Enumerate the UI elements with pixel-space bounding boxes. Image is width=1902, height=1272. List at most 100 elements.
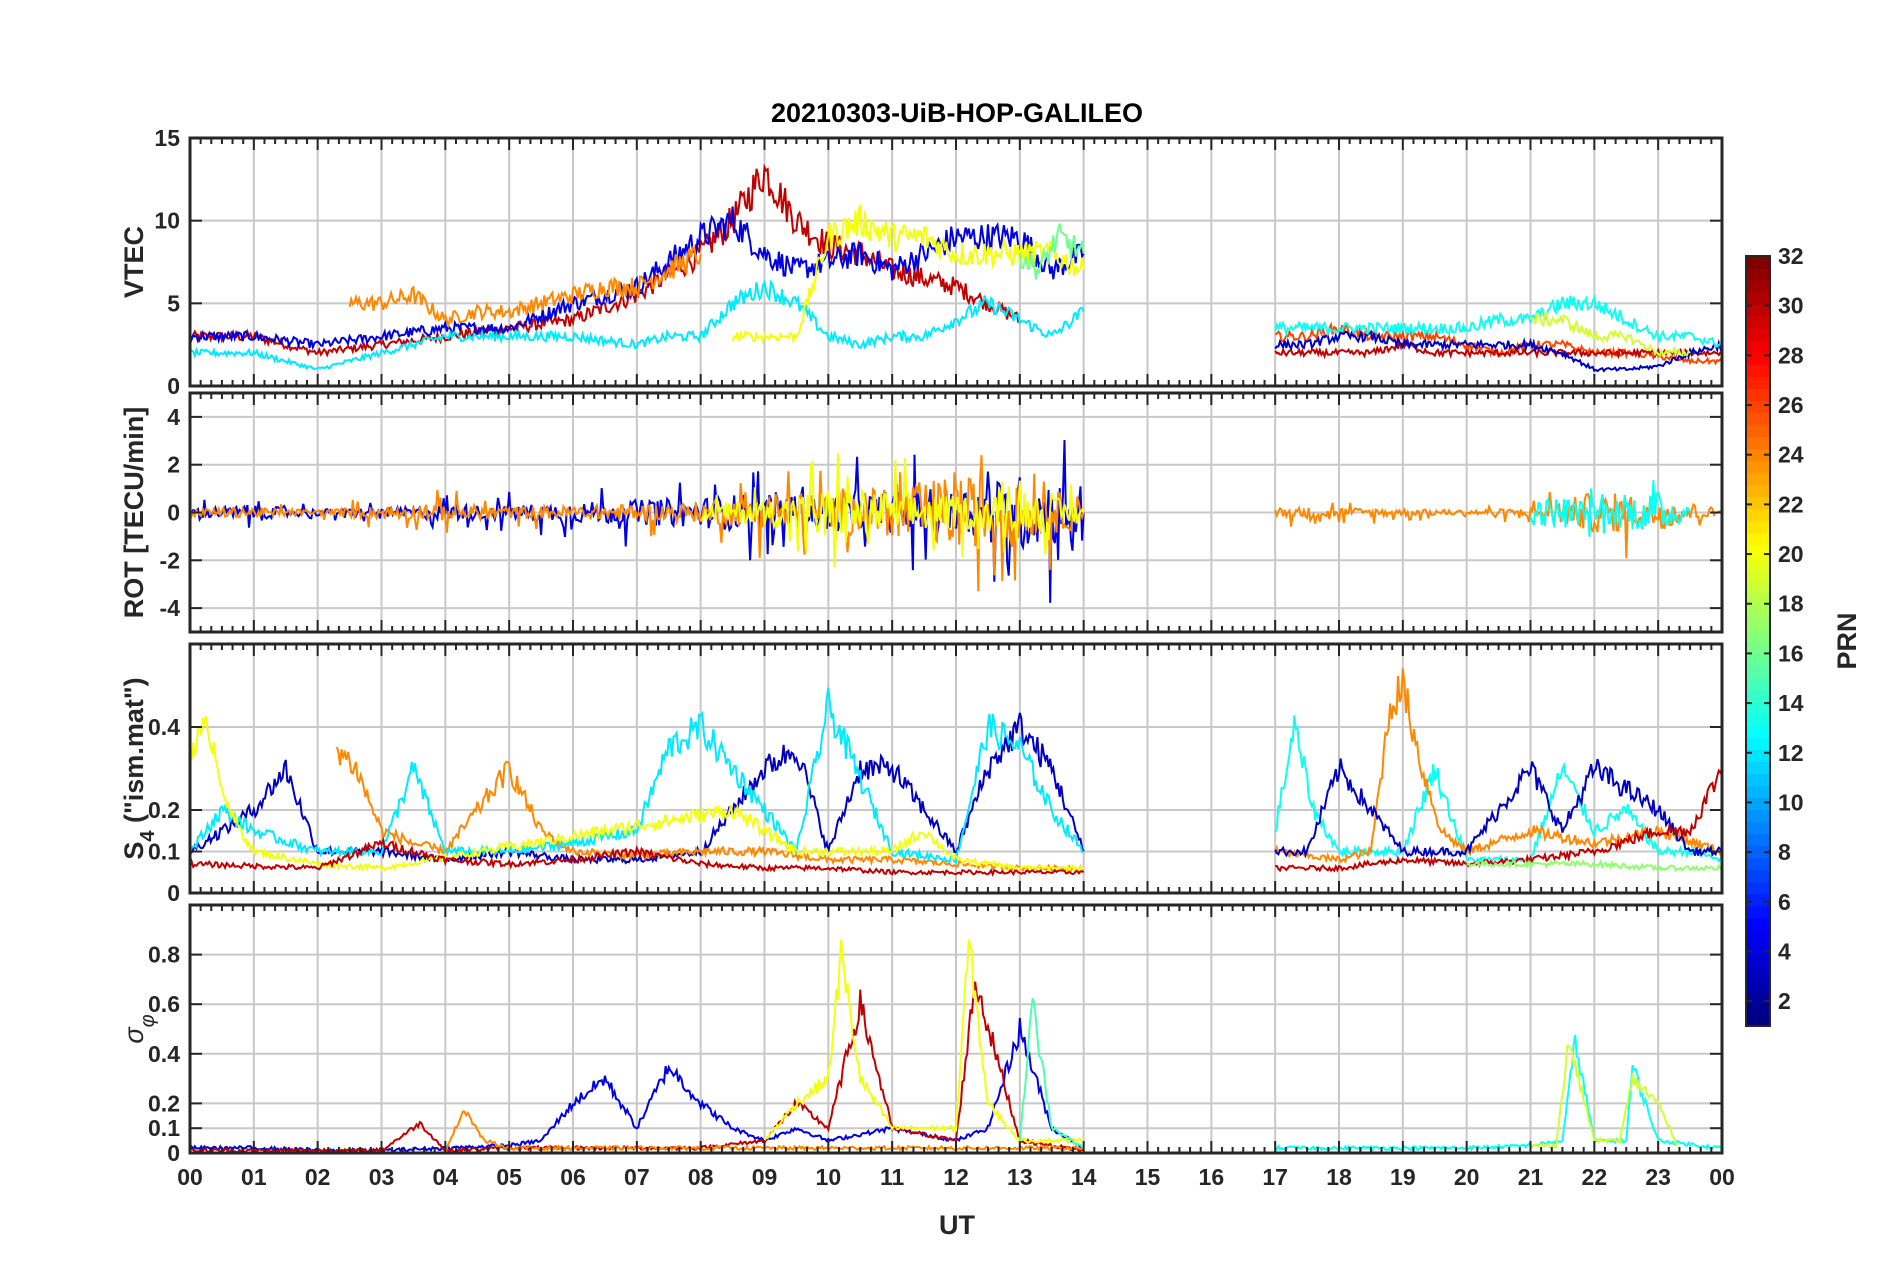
series-line-prn-12 — [190, 687, 1085, 865]
y-axis-label-sub: φ — [137, 1014, 159, 1027]
series-line-prn-15 — [1018, 997, 1085, 1149]
colorbar-segment — [1746, 653, 1770, 666]
x-tick-label: 14 — [1071, 1164, 1097, 1190]
series-line-prn-13 — [1274, 293, 1722, 348]
x-tick-label: 12 — [943, 1164, 969, 1190]
series-line-prn-20 — [763, 939, 1084, 1146]
colorbar-segment — [1746, 953, 1770, 967]
y-axis-label-rest: ("ism.mat") — [119, 677, 149, 830]
colorbar-segment — [1746, 1013, 1770, 1027]
colorbar-segment — [1746, 532, 1770, 546]
panel-2: -4 -2 0 2 4 ROT [TECU/min] — [119, 391, 1724, 634]
x-tick-label: 16 — [1199, 1164, 1225, 1190]
y-axis-label: ROT [TECU/min] — [119, 407, 149, 618]
series-line-prn-30 — [190, 163, 1021, 358]
colorbar-segment — [1746, 677, 1770, 690]
colorbar-segment — [1746, 725, 1770, 738]
colorbar-segment — [1746, 881, 1770, 895]
y-tick-label: 0 — [167, 373, 180, 399]
y-axis-label: σφ — [119, 1014, 159, 1043]
series-line-prn-20 — [731, 204, 1085, 346]
axis-ticks — [189, 905, 1723, 1154]
colorbar-segment — [1746, 977, 1770, 991]
x-tick-label: 00 — [177, 1164, 203, 1190]
x-tick-label: 11 — [880, 1164, 905, 1190]
colorbar-frame — [1745, 255, 1771, 1027]
x-tick-label: 17 — [1262, 1164, 1288, 1190]
x-tick-label: 03 — [369, 1164, 395, 1190]
series-line-prn-16 — [1018, 223, 1085, 280]
colorbar-segment — [1746, 292, 1770, 305]
x-tick-label: 02 — [305, 1164, 331, 1190]
colorbar-tick-label: 18 — [1778, 591, 1804, 617]
colorbar-segment — [1746, 701, 1770, 714]
colorbar-segment — [1746, 316, 1770, 329]
y-tick-label: 0.4 — [148, 1041, 180, 1067]
series-group — [190, 163, 1722, 373]
series-line-prn-4 — [190, 206, 1085, 351]
colorbar-segment — [1746, 761, 1770, 774]
colorbar-segment — [1746, 689, 1770, 702]
x-tick-label: 00 — [1709, 1164, 1735, 1190]
y-tick-label: 0.1 — [148, 1115, 180, 1141]
colorbar-segment — [1746, 785, 1770, 799]
series-group — [190, 439, 1722, 603]
series-line-prn-13 — [1274, 715, 1722, 866]
y-tick-label: 15 — [154, 125, 180, 151]
colorbar-segment — [1746, 352, 1770, 365]
colorbar-segment — [1746, 857, 1770, 871]
colorbar-tick-label: 14 — [1778, 690, 1804, 716]
colorbar-segment — [1746, 268, 1770, 281]
colorbar-segment — [1746, 412, 1770, 426]
x-tick-label: 10 — [816, 1164, 842, 1190]
y-tick-label: 4 — [167, 404, 180, 430]
y-tick-label: 10 — [154, 208, 180, 234]
series-line-prn-24 — [1274, 491, 1722, 559]
colorbar-segment — [1746, 592, 1770, 606]
colorbar-segment — [1746, 941, 1770, 955]
x-tick-label: 23 — [1645, 1164, 1671, 1190]
colorbar-tick-label: 28 — [1778, 342, 1804, 368]
x-tick-label: 01 — [241, 1164, 267, 1190]
colorbar-tick-label: 8 — [1778, 839, 1791, 865]
series-line-prn-13 — [1274, 1034, 1722, 1152]
series-line-prn-13 — [1529, 480, 1692, 537]
colorbar-tick-label: 6 — [1778, 889, 1791, 915]
axis-ticks — [189, 393, 1723, 632]
y-tick-label: 0.2 — [148, 1090, 180, 1116]
series-line-prn-30 — [1275, 768, 1722, 873]
series-line-prn-19 — [1529, 1044, 1679, 1149]
y-tick-label: 0.2 — [148, 797, 180, 823]
colorbar-segment — [1746, 809, 1770, 823]
y-axis-label: S4 ("ism.mat") — [119, 677, 159, 859]
y-axis-label-sub: 4 — [137, 830, 159, 842]
colorbar-segment — [1746, 616, 1770, 630]
colorbar-segment — [1746, 893, 1770, 907]
colorbar-segment — [1746, 737, 1770, 750]
colorbar-segment — [1746, 965, 1770, 979]
colorbar-segment — [1746, 641, 1770, 654]
axis-ticks — [189, 644, 1723, 894]
colorbar-segment — [1746, 628, 1770, 642]
colorbar-segment — [1746, 544, 1770, 558]
colorbar-segment — [1746, 520, 1770, 534]
colorbar-segment — [1746, 460, 1770, 474]
x-tick-label: 09 — [752, 1164, 778, 1190]
colorbar-segment — [1746, 400, 1770, 414]
colorbar-segment — [1746, 328, 1770, 341]
x-axis-label: UT — [939, 1210, 975, 1240]
colorbar-segment — [1746, 568, 1770, 582]
colorbar-segment — [1746, 484, 1770, 498]
colorbar-tick-label: 12 — [1778, 740, 1804, 766]
series-line-prn-24 — [335, 746, 1085, 873]
y-axis-label-main: σ — [119, 1026, 149, 1044]
y-axis-label: VTEC — [119, 226, 149, 298]
series-line-prn-19 — [1530, 311, 1691, 358]
colorbar-tick-label: 24 — [1778, 442, 1804, 468]
series-group — [190, 668, 1722, 877]
colorbar-tick-label: 32 — [1778, 243, 1804, 269]
colorbar-segment — [1746, 665, 1770, 678]
